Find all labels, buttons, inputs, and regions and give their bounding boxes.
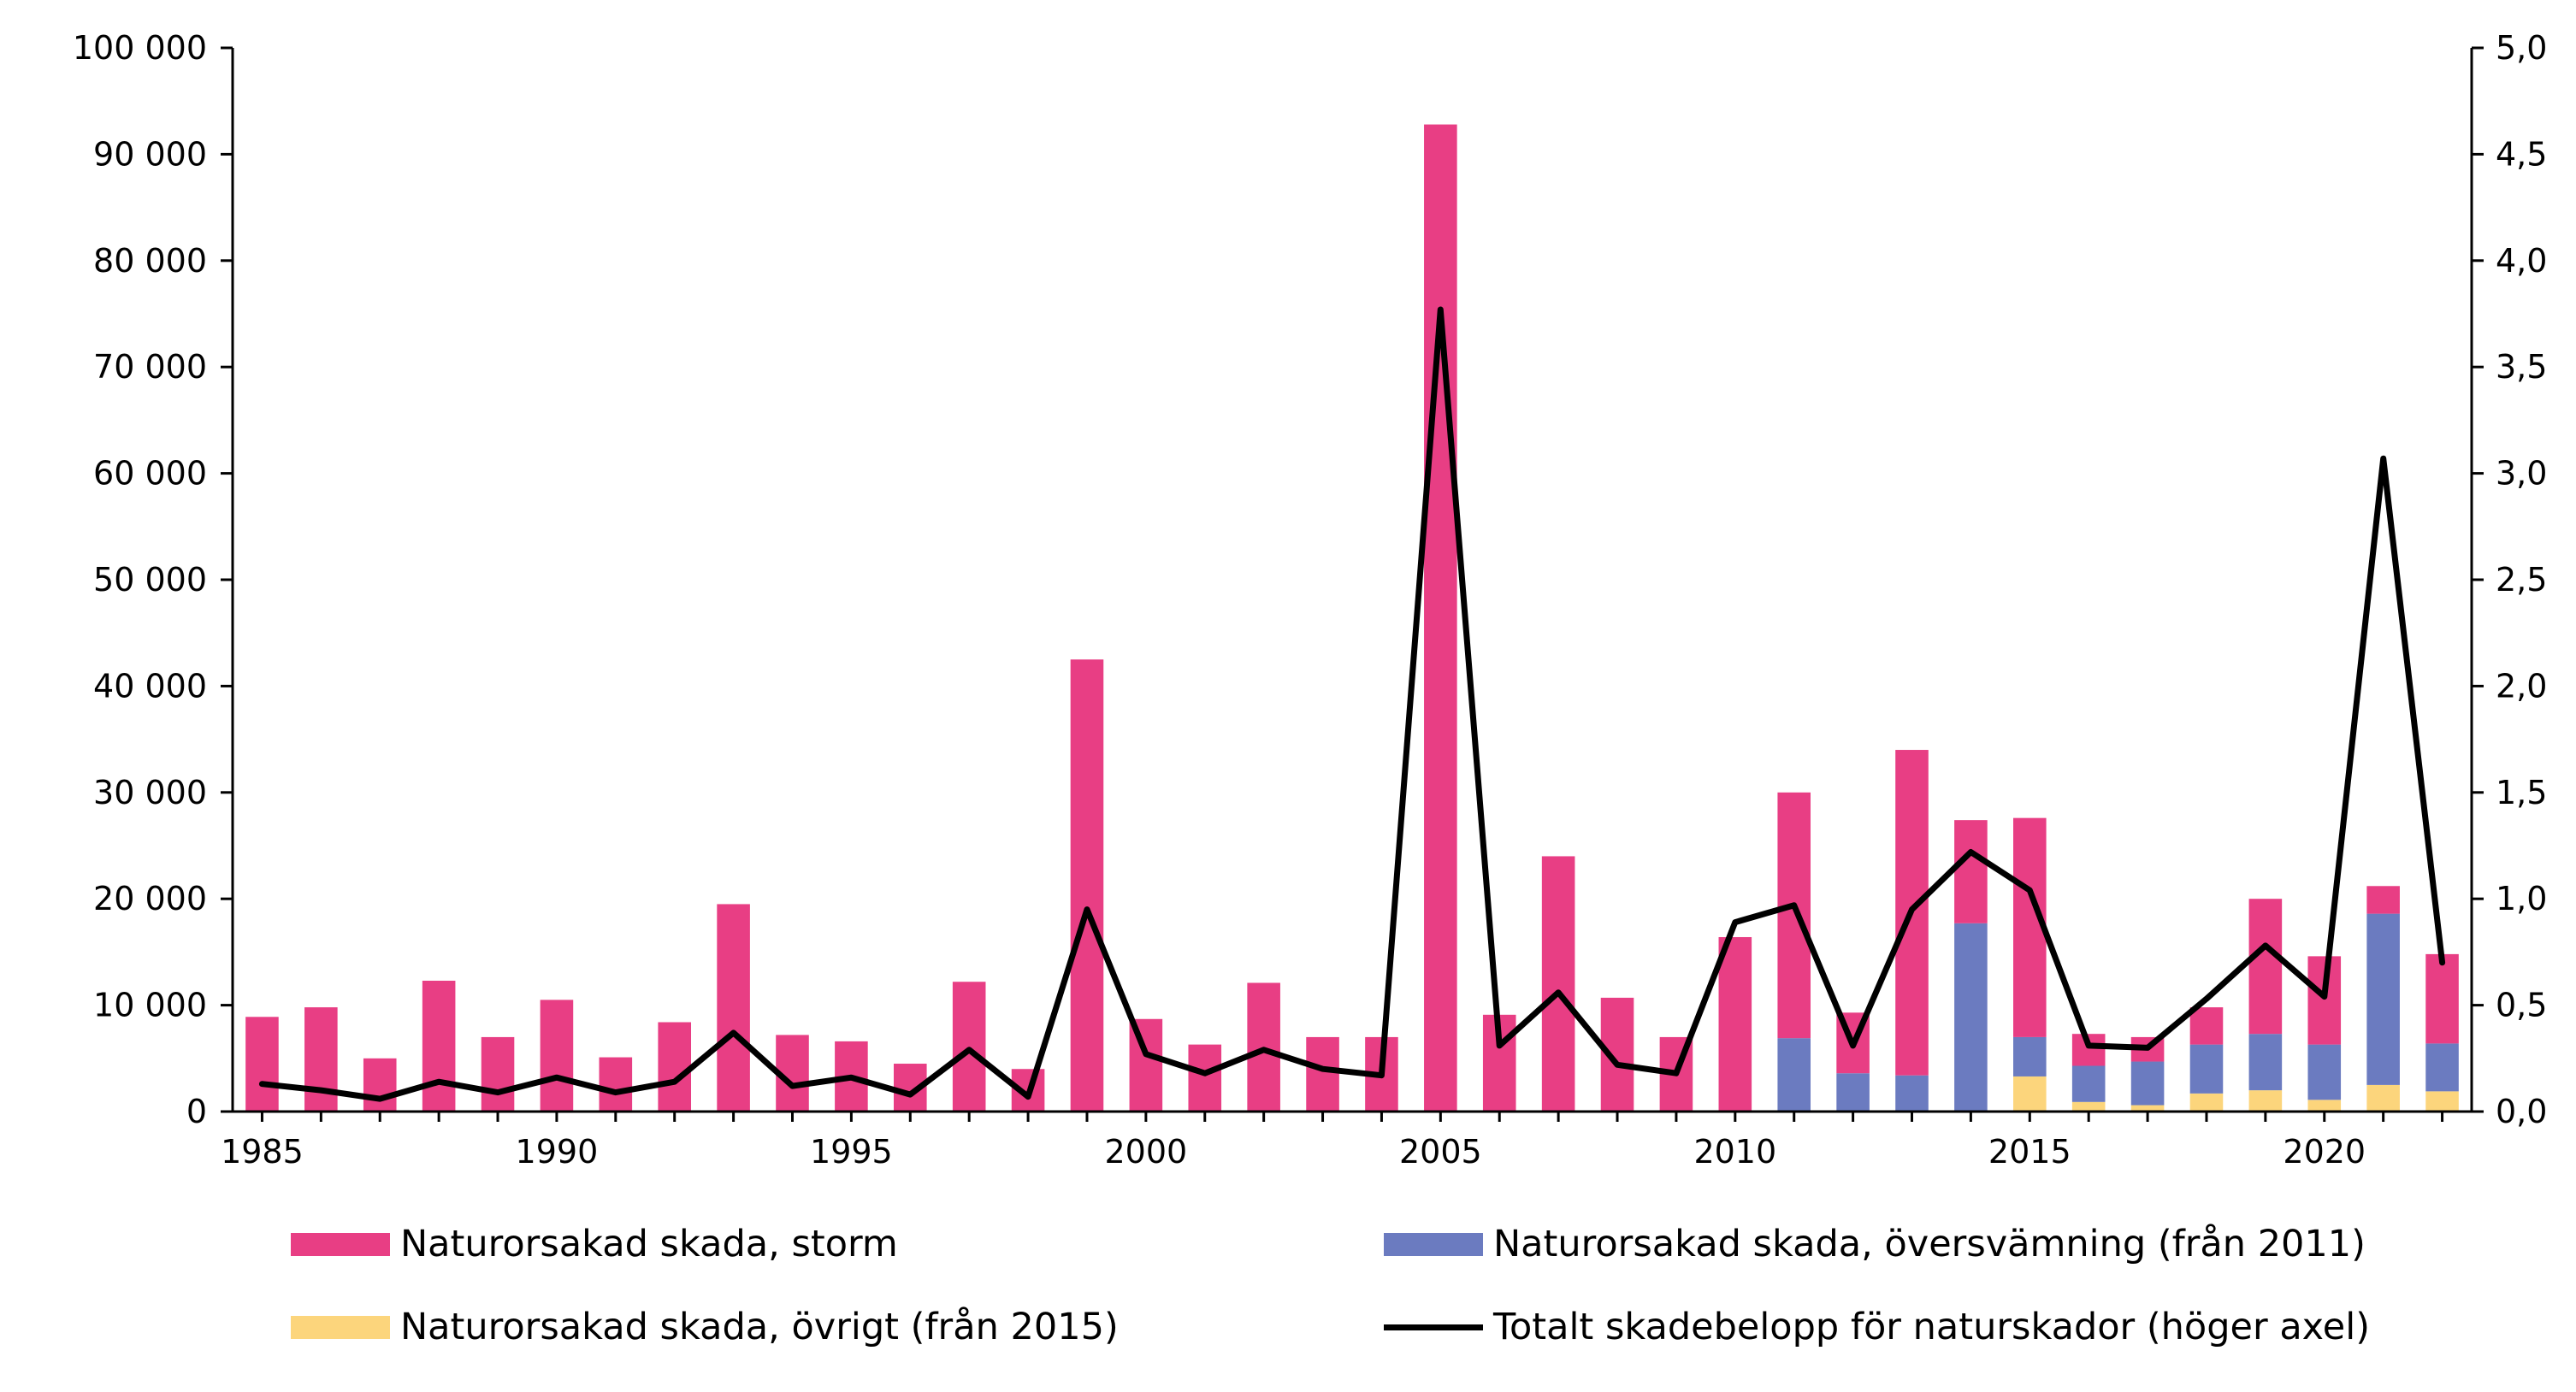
bar-storm-2001	[1188, 1044, 1222, 1112]
y2-tick-label-10: 5,0	[2496, 29, 2547, 67]
x-tick-label-1985: 1985	[221, 1133, 304, 1171]
y-tick-label-5: 50 000	[93, 561, 207, 599]
y2-tick-label-7: 3,5	[2496, 348, 2547, 386]
legend-swatch-total	[1384, 1324, 1483, 1330]
bar-storm-1987	[363, 1058, 397, 1112]
y2-tick-label-5: 2,5	[2496, 561, 2547, 599]
total-line-group	[258, 306, 2446, 1102]
y-tick-label-3: 30 000	[93, 774, 207, 811]
legend-label-flood: Naturorsakad skada, översvämning (från 2…	[1493, 1223, 2366, 1265]
bar-flood-2011	[1777, 1038, 1811, 1112]
y-tick-label-6: 60 000	[93, 455, 207, 493]
bar-flood-2017	[2130, 1061, 2165, 1106]
bar-other-2018	[2189, 1093, 2224, 1112]
bar-other-2021	[2366, 1084, 2400, 1112]
bar-other-2022	[2425, 1091, 2459, 1112]
y2-tick-label-3: 1,5	[2496, 774, 2547, 811]
bar-storm-2022	[2425, 953, 2459, 1044]
bar-storm-2014	[1954, 820, 1988, 923]
y-tick-label-7: 70 000	[93, 348, 207, 386]
bar-storm-1991	[599, 1057, 633, 1112]
y2-tick-label-8: 4,0	[2496, 242, 2547, 280]
y2-tick-label-4: 2,0	[2496, 667, 2547, 705]
bar-storm-1993	[717, 904, 750, 1112]
legend-item-storm: Naturorsakad skada, storm	[291, 1223, 898, 1265]
bar-storm-2003	[1306, 1036, 1339, 1112]
y2-tick-label-9: 4,5	[2496, 135, 2547, 173]
y2-tick-label-2: 1,0	[2496, 880, 2547, 917]
legend-item-other: Naturorsakad skada, övrigt (från 2015)	[291, 1306, 1119, 1348]
bar-other-2019	[2248, 1090, 2283, 1112]
axes-group: 0 10 000 20 000 30 000 40 000 50 000 60 000 70 …	[73, 29, 2548, 1171]
bar-flood-2015	[2012, 1036, 2047, 1076]
bar-storm-1985	[245, 1017, 279, 1112]
y-tick-label-4: 40 000	[93, 667, 207, 705]
bar-other-2017	[2130, 1105, 2165, 1112]
x-tick-label-2010: 2010	[1693, 1133, 1776, 1171]
bar-storm-1999	[1070, 659, 1104, 1112]
legend-label-storm: Naturorsakad skada, storm	[400, 1223, 898, 1265]
bar-storm-2007	[1541, 856, 1575, 1112]
bar-flood-2020	[2307, 1044, 2342, 1100]
legend-swatch-flood	[1384, 1232, 1483, 1256]
x-tick-label-2005: 2005	[1399, 1133, 1482, 1171]
bar-other-2016	[2071, 1101, 2106, 1112]
bar-storm-1988	[422, 980, 456, 1112]
legend-label-other: Naturorsakad skada, övrigt (från 2015)	[400, 1306, 1119, 1348]
total-damage-line	[258, 306, 2446, 1102]
bar-flood-2022	[2425, 1043, 2459, 1092]
x-tick-label-1995: 1995	[810, 1133, 893, 1171]
y-tick-label-10: 100 000	[73, 29, 207, 67]
bar-storm-1986	[304, 1007, 338, 1112]
bar-flood-2016	[2071, 1065, 2106, 1102]
y2-tick-label-1: 0,5	[2496, 987, 2547, 1024]
y-tick-label-2: 20 000	[93, 880, 207, 917]
y-tick-label-9: 90 000	[93, 135, 207, 173]
bar-storm-1997	[952, 982, 986, 1112]
bar-flood-2012	[1836, 1073, 1870, 1112]
legend-label-total: Totalt skadebelopp för naturskador (höge…	[1493, 1306, 2370, 1348]
bar-storm-2011	[1777, 792, 1811, 1039]
x-tick-label-2015: 2015	[1988, 1133, 2071, 1171]
bar-storm-2021	[2366, 886, 2400, 914]
bar-storm-2005	[1424, 124, 1457, 1112]
bars-group	[245, 124, 2459, 1112]
bar-flood-2013	[1895, 1075, 1929, 1112]
bar-flood-2021	[2366, 913, 2400, 1085]
x-tick-label-2000: 2000	[1105, 1133, 1188, 1171]
legend-item-total: Totalt skadebelopp för naturskador (höge…	[1384, 1306, 2370, 1348]
legend-item-flood: Naturorsakad skada, översvämning (från 2…	[1384, 1223, 2366, 1265]
y2-tick-label-6: 3,0	[2496, 455, 2547, 493]
bar-storm-2019	[2248, 899, 2283, 1035]
x-tick-label-1990: 1990	[516, 1133, 599, 1171]
bar-other-2015	[2012, 1076, 2047, 1112]
bar-flood-2014	[1954, 923, 1988, 1112]
bar-storm-1989	[481, 1036, 515, 1112]
bar-storm-1992	[658, 1022, 692, 1112]
y-tick-label-1: 10 000	[93, 987, 207, 1024]
bar-storm-2018	[2189, 1007, 2224, 1045]
bar-other-2020	[2307, 1100, 2342, 1112]
bar-storm-2010	[1718, 936, 1752, 1112]
y-tick-label-8: 80 000	[93, 242, 207, 280]
y2-tick-label-0: 0,0	[2496, 1093, 2547, 1130]
bar-flood-2018	[2189, 1044, 2224, 1094]
y-tick-label-0: 0	[186, 1093, 207, 1130]
x-tick-label-2020: 2020	[2283, 1133, 2366, 1171]
bar-storm-1990	[540, 1000, 574, 1112]
legend-swatch-other	[291, 1315, 390, 1339]
bar-flood-2019	[2248, 1034, 2283, 1091]
legend-swatch-storm	[291, 1232, 390, 1256]
